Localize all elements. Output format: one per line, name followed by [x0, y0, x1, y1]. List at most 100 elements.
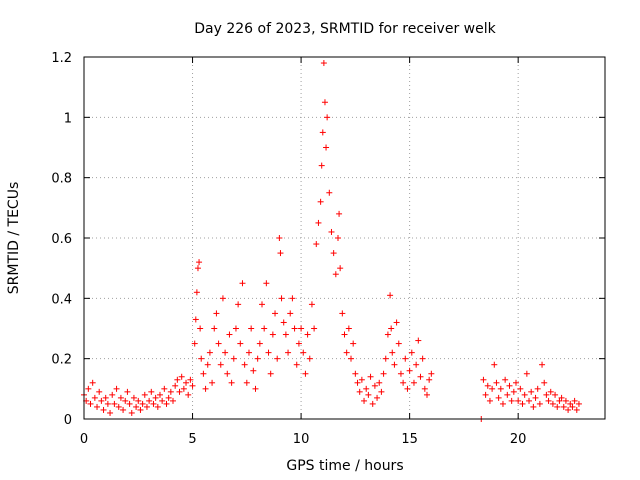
- data-point: [423, 391, 430, 398]
- data-point: [87, 400, 94, 407]
- y-tick-label: 1: [64, 111, 72, 126]
- data-point: [202, 385, 209, 392]
- data-point: [428, 370, 435, 377]
- data-point: [356, 388, 363, 395]
- x-tick-label: 0: [80, 432, 88, 447]
- data-point: [293, 361, 300, 368]
- data-point: [189, 382, 196, 389]
- data-point: [328, 228, 335, 235]
- data-point: [369, 400, 376, 407]
- data-point: [332, 271, 339, 278]
- data-point: [124, 388, 131, 395]
- data-point: [277, 250, 284, 257]
- data-point: [194, 265, 201, 272]
- data-point: [321, 99, 328, 106]
- data-point: [317, 198, 324, 205]
- data-point: [165, 394, 172, 401]
- data-point: [489, 385, 496, 392]
- x-tick-label: 20: [510, 432, 527, 447]
- data-point: [146, 397, 153, 404]
- data-point: [408, 349, 415, 356]
- data-point: [318, 162, 325, 169]
- data-point: [265, 349, 272, 356]
- data-point: [397, 370, 404, 377]
- data-point: [502, 376, 509, 383]
- data-point: [224, 370, 231, 377]
- data-point: [187, 376, 194, 383]
- data-point: [137, 406, 144, 413]
- data-point: [406, 367, 413, 374]
- data-point: [543, 391, 550, 398]
- y-tick-label: 1.2: [51, 51, 72, 66]
- y-axis-label: SRMTID / TECUs: [6, 182, 22, 295]
- data-point: [148, 388, 155, 395]
- data-point: [161, 385, 168, 392]
- data-point: [254, 355, 261, 362]
- data-point: [339, 310, 346, 317]
- data-point: [545, 397, 552, 404]
- data-point: [239, 280, 246, 287]
- data-point: [499, 400, 506, 407]
- data-point: [413, 361, 420, 368]
- data-point: [176, 388, 183, 395]
- data-point: [549, 400, 556, 407]
- data-point: [306, 355, 313, 362]
- data-point: [532, 394, 539, 401]
- data-point: [354, 379, 361, 386]
- y-tick-label: 0.8: [51, 172, 72, 187]
- data-point: [384, 331, 391, 338]
- grid-layer: [84, 57, 605, 419]
- data-point: [243, 379, 250, 386]
- data-point: [508, 397, 515, 404]
- data-point: [528, 388, 535, 395]
- data-point: [389, 349, 396, 356]
- points-layer: [81, 60, 582, 422]
- data-point: [565, 406, 572, 413]
- data-point: [276, 235, 283, 241]
- data-point: [130, 394, 137, 401]
- data-point: [143, 403, 150, 410]
- data-point: [558, 394, 565, 401]
- data-point: [491, 361, 498, 368]
- data-point: [300, 349, 307, 356]
- data-point: [298, 325, 305, 332]
- x-tick-label: 10: [293, 432, 310, 447]
- data-point: [256, 340, 263, 347]
- data-point: [139, 400, 146, 407]
- data-point: [219, 295, 226, 302]
- data-point: [107, 409, 114, 416]
- y-tick-label: 0.2: [51, 353, 72, 368]
- data-point: [192, 316, 199, 323]
- data-point: [120, 406, 127, 413]
- data-point: [517, 385, 524, 392]
- data-point: [358, 376, 365, 383]
- data-point: [289, 295, 296, 302]
- data-point: [536, 400, 543, 407]
- data-point: [387, 292, 394, 299]
- data-point: [152, 394, 159, 401]
- data-point: [156, 391, 163, 398]
- data-point: [302, 370, 309, 377]
- data-point: [117, 394, 124, 401]
- data-point: [200, 370, 207, 377]
- data-point: [308, 301, 315, 308]
- data-point: [495, 394, 502, 401]
- data-point: [248, 325, 255, 332]
- data-point: [269, 331, 276, 338]
- data-point: [567, 400, 574, 407]
- data-point: [380, 370, 387, 377]
- data-point: [180, 385, 187, 392]
- data-point: [226, 331, 233, 338]
- data-point: [115, 403, 122, 410]
- data-point: [426, 376, 433, 383]
- x-tick-label: 5: [188, 432, 196, 447]
- data-point: [198, 355, 205, 362]
- data-point: [126, 400, 133, 407]
- data-point: [404, 385, 411, 392]
- data-point: [323, 144, 330, 151]
- data-point: [291, 325, 298, 332]
- data-point: [230, 355, 237, 362]
- data-point: [191, 340, 198, 347]
- data-point: [336, 210, 343, 217]
